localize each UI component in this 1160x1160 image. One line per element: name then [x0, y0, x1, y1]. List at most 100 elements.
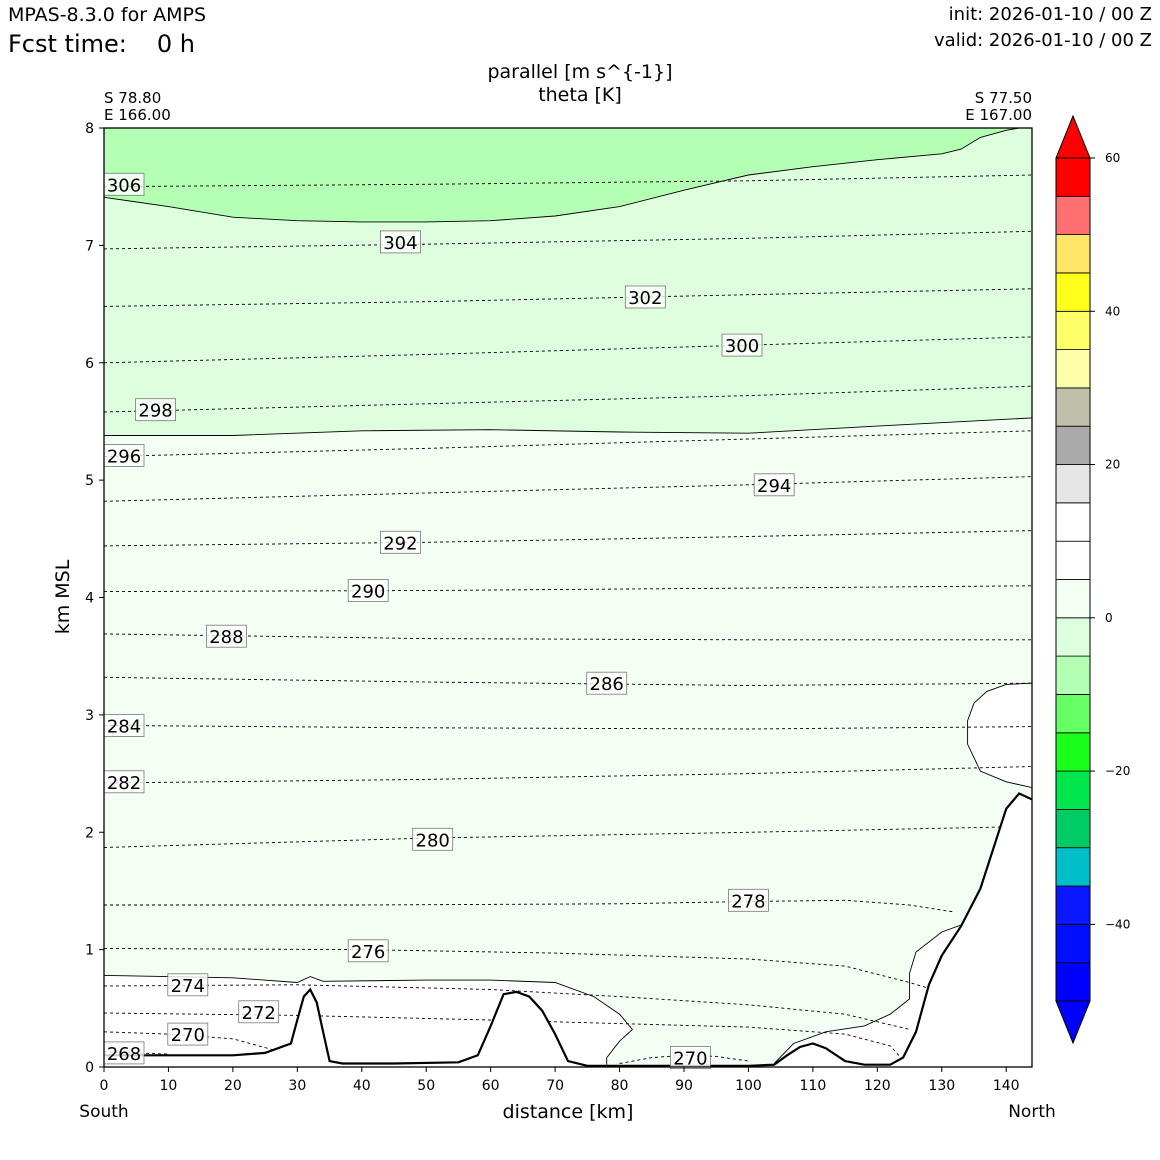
theta-contour-284	[104, 724, 1032, 730]
y-tick-label: 2	[85, 825, 94, 841]
colorbar-segment	[1055, 924, 1091, 964]
colorbar-segment	[1055, 272, 1091, 312]
theta-contour-292	[104, 530, 1032, 547]
x-tick-label: 100	[735, 1078, 762, 1094]
colorbar-segment	[1055, 962, 1091, 1002]
valid-time: valid: 2026-01-10 / 00 Z	[934, 30, 1152, 51]
colorbar-segment	[1055, 425, 1091, 465]
theta-label-294: 294	[753, 473, 795, 497]
colorbar-segment	[1055, 732, 1091, 772]
colorbar-tick-label: 60	[1105, 151, 1120, 165]
theta-contour-294	[104, 476, 1032, 502]
right-endpoint-lat: S 77.50	[975, 89, 1032, 107]
theta-label-text: 300	[725, 336, 759, 357]
theta-label-298: 298	[135, 398, 177, 422]
theta-contour-270	[619, 1054, 749, 1064]
x-tick-label: 70	[546, 1078, 564, 1094]
wind-contour-right	[773, 918, 987, 1064]
theta-label-282: 282	[103, 770, 145, 794]
theta-contour-306	[104, 174, 1032, 188]
theta-contour-288	[104, 633, 1032, 641]
colorbar-segment	[1055, 770, 1091, 810]
theta-label-text: 292	[383, 533, 417, 554]
x-tick-label: 50	[417, 1078, 435, 1094]
theta-label-text: 302	[628, 288, 662, 309]
y-tick-label: 5	[85, 473, 94, 489]
theta-label-text: 270	[673, 1049, 707, 1070]
colorbar-segment	[1055, 885, 1091, 925]
theta-label-box	[347, 579, 389, 602]
theta-label-box	[347, 939, 389, 963]
colorbar-segment	[1055, 847, 1091, 887]
colorbar-segment	[1055, 310, 1091, 350]
theta-label-text: 298	[138, 401, 172, 422]
colorbar-segment	[1055, 387, 1091, 427]
colorbar-segment	[1055, 502, 1091, 542]
theta-contour-296	[104, 430, 1032, 458]
x-tick-label: 80	[611, 1078, 629, 1094]
theta-label-box	[412, 827, 454, 851]
theta-label-302: 302	[624, 285, 666, 309]
x-tick-label: 60	[482, 1078, 500, 1094]
x-tick-label: 0	[100, 1078, 109, 1094]
wind-contour-top-edge	[104, 128, 1020, 223]
colorbar-segment	[1055, 579, 1091, 619]
colorbar-segment	[1055, 540, 1091, 580]
init-time: init: 2026-01-10 / 00 Z	[948, 4, 1152, 25]
theta-label-text: 270	[171, 1025, 205, 1046]
north-label: North	[1008, 1102, 1056, 1122]
theta-contour-298	[104, 385, 1032, 413]
theta-label-text: 284	[107, 716, 141, 737]
plot-area	[104, 128, 1032, 1067]
x-tick-label: 30	[288, 1078, 306, 1094]
x-tick-label: 90	[675, 1078, 693, 1094]
colorbar-segment	[1055, 464, 1091, 504]
y-tick-label: 1	[85, 943, 94, 959]
theta-label-text: 276	[351, 942, 385, 963]
x-tick-label: 20	[224, 1078, 242, 1094]
theta-label-270: 270	[670, 1046, 711, 1070]
forecast-time-label: Fcst time:	[8, 30, 127, 58]
axes: 0 10 20 30 40 50 60 70 80 90 100 110 120 130 140 0 1 2 3 4 5…	[85, 121, 1020, 1094]
terrain-outline	[104, 792, 1032, 1067]
colorbar-extend-over	[1055, 114, 1091, 159]
theta-contour-302	[104, 288, 1032, 307]
colorbar-tick-label: 40	[1105, 304, 1120, 318]
theta-label-text: 294	[757, 476, 791, 497]
right-endpoint-lon: E 167.00	[965, 106, 1032, 124]
theta-label-box	[753, 473, 795, 497]
theta-label-text: 290	[351, 582, 385, 603]
theta-label-288: 288	[205, 624, 247, 648]
theta-label-276: 276	[347, 939, 389, 963]
theta-label-296: 296	[103, 444, 145, 468]
x-tick-label: 120	[864, 1078, 891, 1094]
theta-label-box	[167, 1022, 209, 1046]
wind-contour-low	[104, 974, 634, 1065]
wind-fill-white-pocket	[967, 682, 1032, 789]
theta-label-text: 288	[209, 627, 243, 648]
theta-label-290: 290	[347, 579, 389, 603]
colorbar-tick-label: 20	[1105, 458, 1120, 472]
theta-contour-300	[104, 336, 1032, 364]
colorbar-segment	[1055, 157, 1091, 197]
left-endpoint-lat: S 78.80	[104, 89, 161, 107]
colorbar-segment	[1055, 349, 1091, 389]
colorbar-segment	[1055, 234, 1091, 274]
theta-label-text: 280	[416, 830, 450, 851]
x-tick-label: 40	[353, 1078, 371, 1094]
colorbar-tick-label: −20	[1105, 764, 1130, 778]
theta-label-text: 278	[731, 891, 765, 912]
colorbar-extend-under	[1055, 1000, 1091, 1045]
theta-label-text: 286	[590, 674, 624, 695]
colorbar-segment	[1055, 809, 1091, 849]
x-tick-label: 110	[800, 1078, 827, 1094]
theta-contour-282	[104, 766, 1032, 784]
theta-contour-286	[104, 676, 1032, 686]
y-tick-label: 3	[85, 708, 94, 724]
y-axis-label: km MSL	[52, 559, 74, 634]
theta-contour-274	[104, 984, 910, 1030]
x-tick-label: 130	[928, 1078, 955, 1094]
theta-label-272: 272	[238, 1000, 280, 1024]
colorbar-segment	[1055, 195, 1091, 236]
